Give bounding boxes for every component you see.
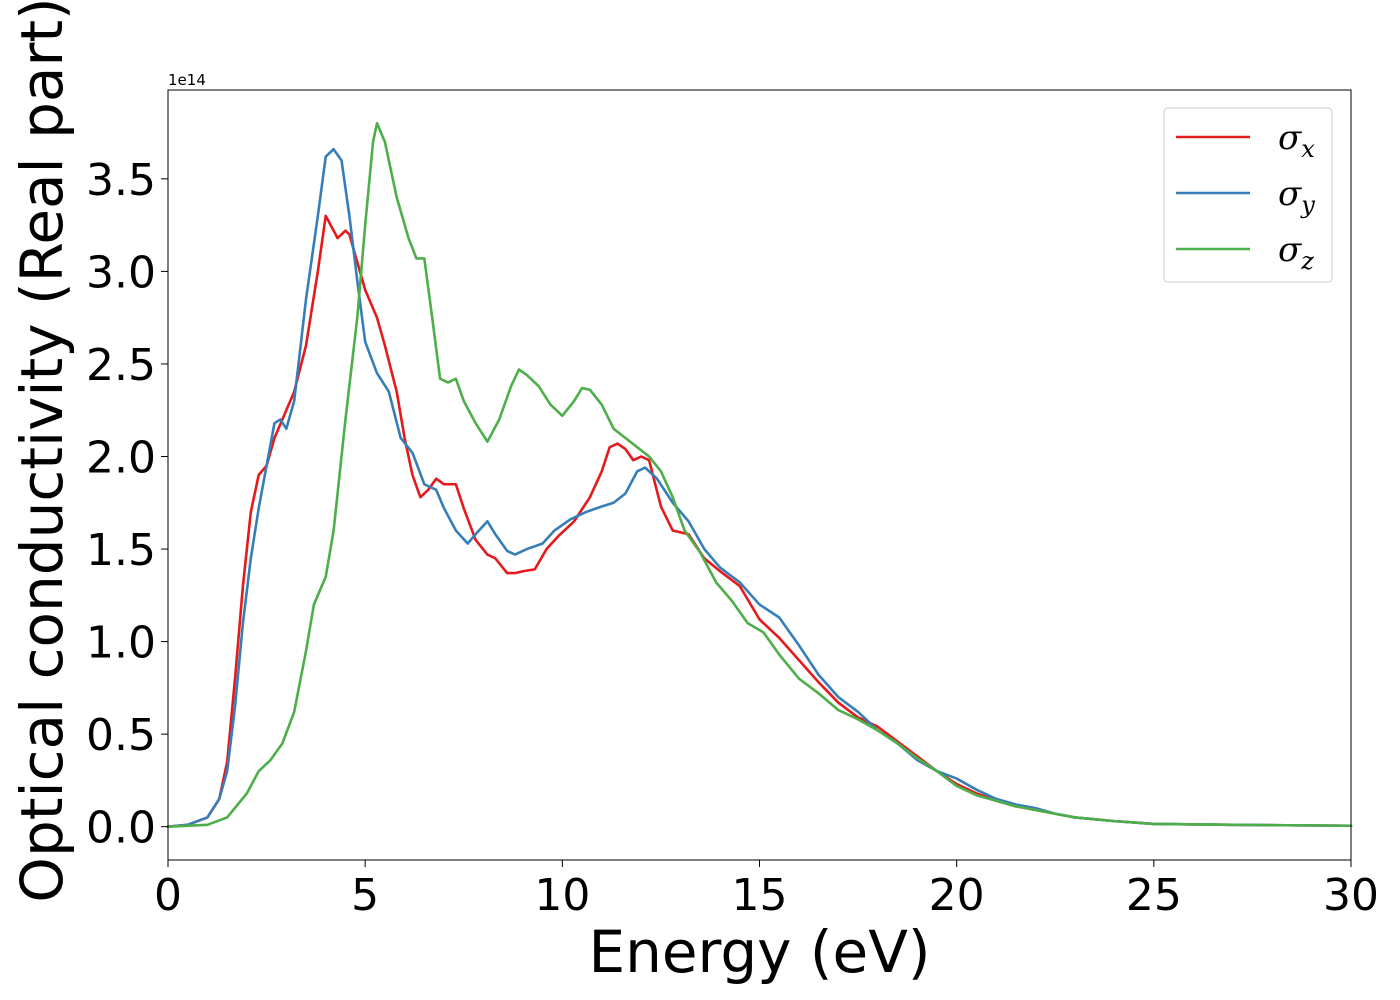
- x-tick-label: 25: [1126, 870, 1182, 921]
- legend-label-z: σz: [1278, 230, 1314, 275]
- y-axis-title: Optical conductivity (Real part): [8, 0, 76, 903]
- series-line-x: [166, 214, 1353, 828]
- series-line-z: [166, 122, 1353, 828]
- legend-symbol: σ: [1278, 230, 1302, 270]
- y-tick-label: 3.5: [86, 155, 156, 206]
- legend-label-x: σx: [1278, 118, 1315, 163]
- legend-box: [1163, 107, 1333, 283]
- legend-subscript: x: [1301, 135, 1315, 163]
- y-tick-label: 2.5: [86, 340, 156, 391]
- legend-subscript: y: [1300, 191, 1315, 219]
- x-tick-label: 0: [154, 870, 182, 921]
- x-tick-label: 15: [732, 870, 788, 921]
- x-tick-label: 5: [351, 870, 379, 921]
- y-axis-offset-label: 1e14: [168, 71, 206, 89]
- y-tick-label: 2.0: [86, 432, 156, 483]
- x-tick-label: 20: [929, 870, 985, 921]
- x-axis-ticks: 0 5 10 15 20 25 30: [154, 860, 1379, 921]
- legend-label-y: σy: [1278, 174, 1315, 219]
- x-tick-label: 10: [534, 870, 590, 921]
- plot-lines: [166, 122, 1353, 828]
- y-tick-label: 0.0: [86, 803, 156, 854]
- legend-subscript: z: [1300, 247, 1314, 275]
- x-axis-title: Energy (eV): [588, 918, 930, 986]
- y-tick-label: 1.5: [86, 525, 156, 576]
- legend-symbol: σ: [1278, 174, 1302, 214]
- y-tick-label: 0.5: [86, 710, 156, 761]
- x-tick-label: 30: [1323, 870, 1379, 921]
- y-tick-label: 3.0: [86, 247, 156, 298]
- legend-symbol: σ: [1278, 118, 1302, 158]
- y-tick-label: 1.0: [86, 618, 156, 669]
- series-line-y: [166, 147, 1353, 828]
- y-axis-ticks: 0.0 0.5 1.0 1.5 2.0 2.5 3.0 3.5: [86, 155, 168, 854]
